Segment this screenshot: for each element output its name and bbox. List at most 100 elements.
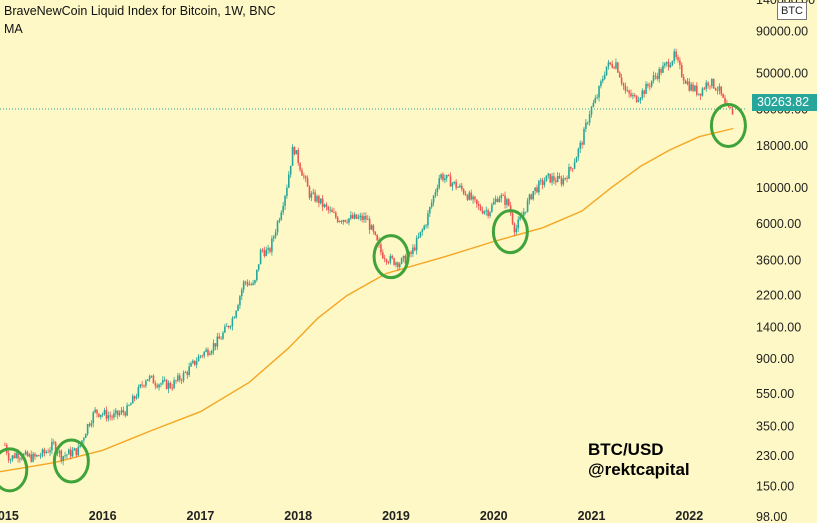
author-label: @rektcapital bbox=[588, 460, 690, 479]
candle-body bbox=[404, 255, 407, 264]
candle-body bbox=[577, 148, 580, 158]
candle-body bbox=[432, 195, 435, 203]
candle-body bbox=[355, 214, 358, 219]
candle-body bbox=[101, 413, 104, 415]
candle-body bbox=[195, 361, 198, 365]
candle-body bbox=[568, 166, 570, 179]
candle-body bbox=[696, 85, 698, 95]
candle-body bbox=[314, 192, 316, 202]
candle-body bbox=[152, 375, 155, 384]
candle-body bbox=[427, 213, 429, 226]
candle-body bbox=[340, 221, 343, 222]
touch-circle bbox=[709, 102, 747, 148]
candle-body bbox=[690, 84, 692, 91]
candle-body bbox=[380, 244, 382, 253]
candle-body bbox=[242, 281, 245, 290]
candle-body bbox=[288, 174, 290, 188]
candle-body bbox=[502, 195, 504, 197]
candle-body bbox=[417, 236, 420, 239]
candle-body bbox=[344, 220, 347, 222]
candle-body bbox=[669, 65, 672, 68]
candle-body bbox=[274, 232, 277, 237]
candle-body bbox=[252, 283, 254, 285]
candle-body bbox=[575, 157, 578, 163]
currency-badge[interactable]: BTC bbox=[777, 2, 807, 20]
candle-body bbox=[466, 195, 469, 200]
candle-body bbox=[701, 88, 704, 96]
candle-body bbox=[731, 108, 734, 115]
candle-body bbox=[128, 405, 130, 406]
x-tick-label: 2015 bbox=[0, 509, 19, 523]
x-axis[interactable]: 2015 2016 2017 2018 2019 2020 2021 2022 bbox=[0, 509, 703, 523]
candle-body bbox=[419, 231, 422, 237]
candle-body bbox=[304, 176, 307, 179]
candle-body bbox=[709, 85, 711, 87]
candle-body bbox=[329, 209, 331, 211]
candle-body bbox=[494, 198, 497, 202]
candle-body bbox=[590, 106, 593, 115]
candle-body bbox=[131, 396, 134, 404]
candle-body bbox=[21, 458, 23, 460]
candle-body bbox=[699, 93, 702, 96]
y-tick-label: 900.00 bbox=[756, 352, 794, 366]
indicator-label: MA bbox=[4, 22, 23, 36]
candle-body bbox=[83, 438, 85, 441]
candle-body bbox=[43, 449, 46, 453]
candle-body bbox=[524, 211, 527, 213]
candle-body bbox=[460, 185, 463, 190]
candle-body bbox=[235, 310, 237, 318]
candle-body bbox=[62, 456, 64, 461]
candle-body bbox=[15, 453, 17, 459]
candle-body bbox=[658, 69, 661, 79]
candle-body bbox=[397, 262, 399, 268]
candle-body bbox=[68, 449, 70, 455]
x-tick-label: 2019 bbox=[382, 509, 410, 523]
candle-body bbox=[372, 225, 375, 232]
candle-body bbox=[549, 173, 551, 183]
y-axis[interactable]: 90000.0050000.0030000.0018000.0010000.00… bbox=[756, 0, 815, 523]
candle-body bbox=[77, 447, 80, 456]
candle-body bbox=[280, 212, 283, 220]
candle-body bbox=[66, 454, 68, 456]
candle-body bbox=[600, 81, 602, 87]
y-tick-label: 98.00 bbox=[756, 510, 787, 523]
candle-body bbox=[135, 396, 138, 399]
candle-body bbox=[545, 175, 548, 182]
candle-body bbox=[13, 455, 16, 459]
candle-body bbox=[113, 413, 115, 418]
candle-body bbox=[289, 165, 292, 175]
candle-body bbox=[677, 57, 679, 61]
touch-circle bbox=[52, 438, 90, 484]
candle-body bbox=[254, 280, 256, 284]
y-tick-label: 230.00 bbox=[756, 449, 794, 463]
candle-body bbox=[402, 255, 405, 259]
candle-body bbox=[96, 409, 98, 414]
candle-body bbox=[647, 83, 649, 86]
candle-body bbox=[233, 317, 236, 319]
candle-body bbox=[73, 448, 76, 451]
candle-body bbox=[366, 219, 369, 220]
candle-body bbox=[139, 384, 142, 388]
candle-body bbox=[622, 83, 625, 86]
candle-body bbox=[558, 175, 561, 179]
candle-body bbox=[116, 410, 119, 416]
candle-body bbox=[7, 453, 10, 461]
candle-body bbox=[353, 214, 356, 219]
candle-body bbox=[712, 78, 715, 89]
candle-body bbox=[528, 194, 531, 201]
candle-body bbox=[308, 186, 311, 198]
candle-body bbox=[212, 343, 215, 351]
candle-body bbox=[451, 183, 454, 187]
candle-body bbox=[564, 177, 566, 179]
candle-body bbox=[583, 128, 585, 145]
candle-body bbox=[365, 215, 367, 220]
candle-body bbox=[47, 451, 49, 453]
candle-body bbox=[103, 410, 106, 414]
candle-body bbox=[30, 454, 33, 462]
candle-body bbox=[667, 62, 670, 68]
candle-body bbox=[566, 177, 568, 179]
candle-body bbox=[171, 387, 174, 389]
candle-body bbox=[267, 248, 269, 250]
candle-body bbox=[519, 216, 521, 220]
